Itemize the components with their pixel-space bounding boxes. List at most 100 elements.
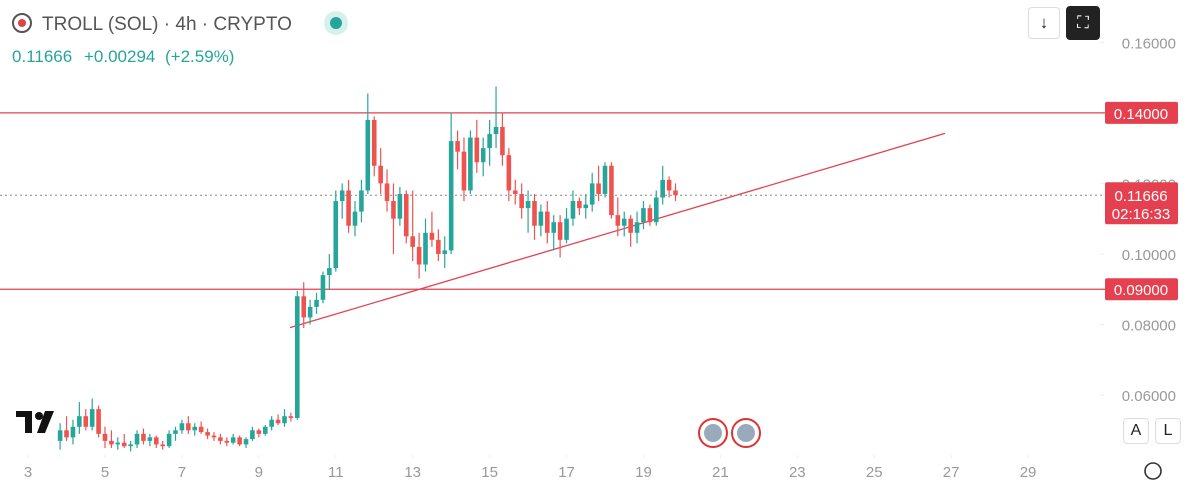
candle-body: [442, 250, 448, 254]
candle-body: [365, 119, 371, 191]
candle-body: [589, 183, 595, 205]
candle-body: [57, 430, 63, 441]
candle-body: [352, 211, 358, 226]
x-tick-label: 25: [866, 464, 883, 481]
x-tick-label: 23: [789, 464, 806, 481]
x-tick-label: 3: [24, 464, 32, 481]
x-tick-label: 11: [328, 464, 344, 481]
candle-body: [96, 409, 101, 434]
candle-body: [634, 222, 640, 233]
candle-body: [647, 208, 653, 223]
x-tick-label: 13: [404, 464, 421, 481]
candle-body: [166, 433, 172, 447]
last-price: 0.11666: [12, 47, 72, 66]
candle-body: [660, 179, 665, 198]
candle-body: [141, 433, 146, 441]
candle-body: [545, 211, 550, 233]
candle-body: [230, 437, 236, 443]
y-tick-label: 0.16000: [1122, 35, 1176, 52]
candle-body: [173, 430, 178, 434]
x-tick-label: 7: [178, 464, 186, 481]
x-tick-label: 5: [101, 464, 109, 481]
candle-body: [83, 416, 89, 427]
candle-body: [564, 218, 569, 240]
candle-body: [506, 155, 512, 191]
candle-body: [493, 126, 499, 135]
scale-button[interactable]: L: [1155, 418, 1181, 444]
candle-body: [416, 246, 422, 265]
candle-body: [615, 215, 621, 226]
candle-body: [621, 218, 627, 226]
candle-body: [134, 433, 140, 445]
settings-icon[interactable]: [1144, 462, 1162, 480]
candle-body: [205, 432, 210, 436]
candle-body: [403, 193, 409, 237]
candle-body: [538, 211, 544, 226]
countdown: 02:16:33: [1112, 206, 1170, 223]
candle-body: [596, 183, 601, 194]
candle-body: [673, 190, 678, 196]
candle-body: [115, 442, 121, 445]
candle-body: [410, 236, 415, 247]
candle-body: [77, 416, 82, 427]
candle-body: [525, 201, 531, 209]
candle-body: [577, 201, 582, 209]
candle-body: [628, 218, 633, 233]
candle-body: [186, 423, 191, 431]
scale-button[interactable]: A: [1123, 418, 1149, 444]
candle-body: [378, 165, 383, 184]
candle-body: [397, 193, 403, 219]
price-label: 0.09000: [1114, 282, 1168, 299]
candle-body: [269, 419, 274, 427]
last-price-label: 0.11666: [1114, 188, 1167, 205]
candle-body: [262, 426, 268, 434]
candle-body: [109, 440, 114, 445]
x-tick-label: 15: [481, 464, 498, 481]
candle-body: [192, 426, 198, 431]
candle-body: [89, 409, 95, 427]
price-label-box: [1105, 101, 1178, 124]
x-tick-label: 27: [943, 464, 960, 481]
candle-body: [609, 165, 614, 216]
candle-body: [346, 190, 351, 226]
candle-body: [487, 134, 492, 149]
candle-body: [102, 433, 108, 441]
y-tick-label: 0.06000: [1122, 388, 1176, 405]
candle-body: [583, 204, 589, 209]
candle-body: [179, 423, 185, 431]
candle-body: [128, 444, 133, 447]
candle-body: [333, 201, 339, 269]
candle-body: [307, 306, 313, 318]
candle-body: [551, 222, 557, 233]
price-label: 0.14000: [1114, 106, 1168, 123]
price-change: +0.00294: [84, 47, 155, 66]
x-tick-label: 9: [255, 464, 263, 481]
download-button[interactable]: ↓: [1028, 7, 1060, 39]
candle-body: [480, 148, 486, 163]
logo: [12, 11, 761, 448]
candle-body: [70, 426, 76, 438]
x-tick-label: 21: [712, 464, 729, 481]
candle-body: [391, 201, 396, 219]
candle-body: [570, 201, 576, 219]
symbol-title: TROLL (SOL) · 4h · CRYPTO: [42, 14, 292, 35]
y-tick-label: 0.08000: [1122, 317, 1176, 334]
candle-body: [64, 430, 69, 438]
candles: [57, 86, 678, 452]
candle-body: [557, 222, 563, 240]
candle-body: [153, 437, 159, 445]
candle-body: [275, 419, 281, 424]
candle-body: [243, 439, 249, 445]
candle-body: [295, 296, 300, 418]
candle-body: [282, 416, 287, 424]
candle-body: [339, 190, 345, 202]
flag-icons: [698, 418, 761, 448]
x-tick-label: 19: [635, 464, 652, 481]
candle-body: [436, 239, 441, 254]
x-tick-label: 17: [558, 464, 575, 481]
candle-body: [237, 437, 242, 445]
candle-body: [218, 437, 223, 441]
candle-body: [160, 444, 165, 447]
fullscreen-button[interactable]: ⛶: [1066, 6, 1100, 40]
candle-body: [461, 151, 467, 191]
